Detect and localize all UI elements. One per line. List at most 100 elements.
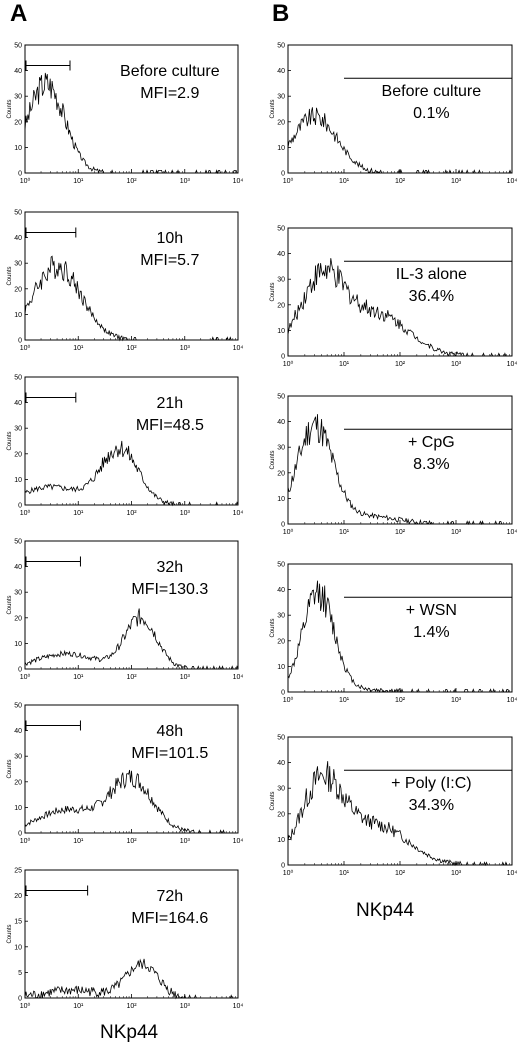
- x-tick-label: 10²: [126, 345, 137, 352]
- histogram-trace: [287, 580, 512, 694]
- annotation-label: MFI=130.3: [131, 581, 208, 598]
- x-tick-label: 10²: [126, 838, 137, 845]
- y-axis-label: Counts: [270, 791, 276, 810]
- histogram-trace: [287, 414, 512, 526]
- y-tick-label: 20: [14, 451, 22, 458]
- x-tick-label: 10¹: [73, 838, 84, 845]
- y-tick-label: 10: [14, 641, 22, 648]
- histogram-trace: [24, 958, 238, 1000]
- x-tick-label: 10²: [395, 529, 406, 536]
- x-tick-label: 10¹: [73, 178, 84, 185]
- y-tick-label: 50: [14, 375, 22, 382]
- y-tick-label: 50: [277, 735, 285, 742]
- y-tick-label: 40: [277, 587, 285, 594]
- histogram-plot: 0 10 20 30 40 50 Counts 10⁰ 10¹ 10² 10³ 10⁴ 21h MFI=4…: [7, 375, 243, 518]
- x-tick-label: 10⁴: [507, 361, 518, 368]
- y-tick-label: 10: [14, 312, 22, 319]
- histogram-plot: 0 10 20 30 40 50 Counts 10⁰ 10¹ 10² 10³ 10⁴ 10h MFI=5…: [7, 210, 243, 353]
- y-axis-label: Counts: [270, 282, 276, 301]
- histogram-trace: [24, 769, 238, 834]
- y-tick-label: 40: [14, 400, 22, 407]
- histogram-trace: [24, 440, 239, 507]
- y-axis-label: Counts: [7, 266, 13, 285]
- y-tick-label: 10: [14, 805, 22, 812]
- annotation-label: MFI=48.5: [136, 417, 204, 434]
- y-tick-label: 40: [14, 235, 22, 242]
- y-tick-label: 40: [277, 760, 285, 767]
- y-tick-label: 50: [14, 210, 22, 217]
- x-tick-label: 10²: [126, 178, 137, 185]
- y-tick-label: 30: [14, 261, 22, 268]
- annotation-label: MFI=5.7: [140, 252, 199, 269]
- y-tick-label: 20: [277, 470, 285, 477]
- annotation-label: 48h: [156, 723, 183, 740]
- y-axis-label: Counts: [270, 618, 276, 637]
- y-tick-label: 0: [281, 522, 285, 529]
- x-tick-label: 10⁴: [507, 529, 518, 536]
- y-tick-label: 30: [14, 590, 22, 597]
- x-tick-label: 10³: [451, 529, 462, 536]
- y-tick-label: 20: [14, 119, 22, 126]
- x-tick-label: 10⁰: [20, 673, 31, 681]
- x-tick-label: 10³: [451, 870, 462, 877]
- y-tick-label: 30: [277, 445, 285, 452]
- annotation-label: Before culture: [120, 63, 220, 80]
- histogram-trace: [24, 608, 239, 670]
- x-tick-label: 10³: [180, 510, 191, 517]
- y-tick-label: 40: [277, 251, 285, 258]
- y-tick-label: 0: [18, 831, 22, 838]
- plot-frame: [24, 704, 239, 834]
- y-tick-label: 15: [14, 919, 22, 926]
- y-axis-label: Counts: [7, 99, 13, 118]
- histogram-plot: 0 10 20 30 40 50 Counts 10⁰ 10¹ 10² 10³ 10⁴ Before c…: [270, 43, 518, 186]
- annotation-label: 0.1%: [413, 105, 449, 122]
- x-tick-label: 10³: [180, 838, 191, 845]
- y-tick-label: 20: [14, 615, 22, 622]
- x-tick-label: 10²: [126, 510, 137, 517]
- x-tick-label: 10²: [395, 697, 406, 704]
- y-tick-label: 40: [277, 68, 285, 75]
- y-tick-label: 20: [14, 893, 22, 900]
- x-tick-label: 10⁰: [283, 528, 294, 536]
- x-tick-label: 10⁰: [20, 177, 31, 185]
- y-tick-label: 30: [277, 786, 285, 793]
- y-tick-label: 10: [277, 328, 285, 335]
- y-tick-label: 50: [14, 703, 22, 710]
- x-tick-label: 10¹: [73, 345, 84, 352]
- y-axis-label: Counts: [7, 759, 13, 778]
- y-axis-label: Counts: [270, 450, 276, 469]
- histogram-plot: 0 10 20 30 40 50 Counts 10⁰ 10¹ 10² 10³ 10⁴ + CpG 8.3…: [270, 394, 518, 537]
- y-tick-label: 10: [14, 944, 22, 951]
- y-tick-label: 0: [18, 503, 22, 510]
- x-tick-label: 10¹: [339, 697, 350, 704]
- plot-frame: [24, 869, 239, 999]
- x-tick-label: 10⁴: [507, 178, 518, 185]
- y-tick-label: 40: [14, 564, 22, 571]
- y-tick-label: 30: [14, 754, 22, 761]
- plot-frame: [287, 563, 513, 693]
- y-tick-label: 0: [18, 996, 22, 1003]
- x-tick-label: 10³: [451, 697, 462, 704]
- x-tick-label: 10²: [395, 361, 406, 368]
- x-tick-label: 10⁴: [507, 697, 518, 704]
- annotation-label: MFI=164.6: [131, 910, 208, 927]
- y-tick-label: 20: [277, 811, 285, 818]
- y-tick-label: 0: [281, 354, 285, 361]
- plot-frame: [287, 44, 513, 174]
- annotation-label: 21h: [156, 395, 183, 412]
- histogram-trace: [24, 255, 238, 342]
- histogram-plot: 0 10 20 30 40 50 Counts 10⁰ 10¹ 10² 10³ 10⁴ + WSN 1.4…: [270, 562, 518, 705]
- y-tick-label: 50: [277, 226, 285, 233]
- annotation-label: + Poly (I:C): [391, 775, 471, 792]
- y-tick-label: 20: [277, 638, 285, 645]
- x-tick-label: 10⁴: [233, 178, 244, 185]
- x-tick-label: 10¹: [73, 1003, 84, 1010]
- x-tick-label: 10⁰: [20, 509, 31, 517]
- histogram-plot: 0 10 20 30 40 50 Counts 10⁰ 10¹ 10² 10³ 10⁴ 48h MFI=1…: [7, 703, 243, 846]
- x-tick-label: 10¹: [339, 870, 350, 877]
- annotation-label: MFI=2.9: [140, 85, 199, 102]
- y-tick-label: 20: [14, 286, 22, 293]
- histogram-trace: [287, 258, 512, 357]
- histogram-trace: [24, 72, 238, 175]
- y-tick-label: 25: [14, 868, 22, 875]
